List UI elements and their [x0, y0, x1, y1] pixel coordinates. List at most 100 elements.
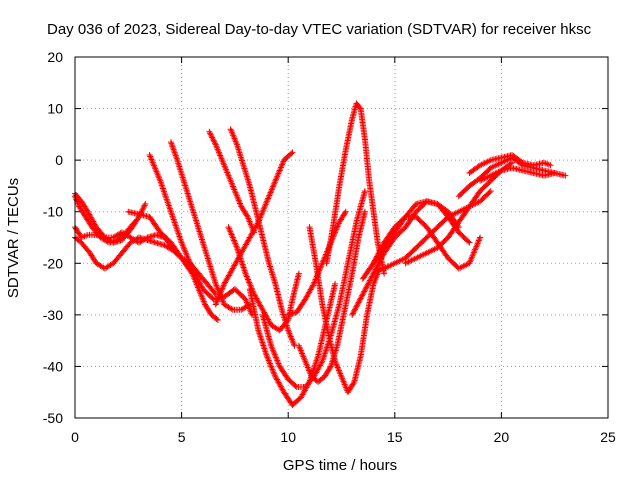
data-point-marker	[226, 225, 233, 232]
data-point-marker	[177, 235, 184, 242]
data-point-marker	[356, 298, 363, 305]
series-arc-11	[212, 149, 296, 308]
data-point-marker	[193, 273, 200, 280]
data-point-marker	[376, 249, 383, 256]
data-point-marker	[371, 267, 378, 274]
data-point-marker	[342, 208, 349, 215]
series-arc-25	[477, 164, 558, 184]
data-point-marker	[372, 256, 379, 263]
data-point-marker	[354, 302, 361, 309]
data-point-marker	[212, 280, 219, 287]
series-arc-14	[295, 208, 368, 385]
data-point-marker	[278, 163, 285, 170]
data-point-marker	[401, 215, 408, 222]
data-point-marker	[213, 300, 220, 307]
data-point-marker	[198, 283, 205, 290]
data-point-marker	[279, 160, 286, 167]
data-point-marker	[262, 201, 269, 208]
data-point-marker	[273, 176, 280, 183]
data-point-marker	[258, 336, 265, 343]
data-point-marker	[369, 271, 376, 278]
data-point-marker	[230, 237, 237, 244]
data-point-marker	[140, 203, 147, 210]
series-arc-8	[206, 128, 258, 236]
data-point-marker	[217, 289, 224, 296]
data-point-marker	[268, 186, 275, 193]
data-point-marker	[244, 275, 251, 282]
tick-labels: 0 5 10 15 20 25 -50 -40 -30 -20 -10 0 10 20	[43, 49, 616, 445]
data-point-marker	[320, 353, 327, 360]
data-point-marker	[216, 291, 223, 298]
data-point-marker	[209, 135, 216, 142]
data-point-marker	[227, 228, 234, 235]
data-point-marker	[368, 274, 375, 281]
data-point-marker	[295, 270, 302, 277]
data-point-marker	[229, 233, 236, 240]
data-point-marker	[361, 287, 368, 294]
data-point-marker	[244, 276, 251, 283]
data-point-marker	[349, 310, 356, 317]
data-point-marker	[273, 354, 280, 361]
series-arc-7	[167, 139, 253, 313]
data-point-marker	[335, 220, 342, 227]
data-point-marker	[273, 174, 280, 181]
data-point-marker	[227, 230, 234, 237]
data-point-marker	[194, 275, 201, 282]
data-point-marker	[197, 281, 204, 288]
data-point-marker	[189, 265, 196, 272]
data-point-marker	[265, 356, 272, 363]
data-point-marker	[274, 171, 281, 178]
data-point-marker	[209, 134, 216, 141]
x-tick-label: 0	[71, 429, 79, 445]
data-point-marker	[268, 188, 275, 195]
data-point-marker	[377, 246, 384, 253]
data-point-marker	[165, 200, 172, 207]
data-point-marker	[364, 281, 371, 288]
data-point-marker	[335, 221, 342, 228]
data-point-marker	[210, 137, 217, 144]
data-point-marker	[371, 269, 378, 276]
data-point-marker	[256, 330, 263, 337]
data-point-marker	[243, 273, 250, 280]
data-point-marker	[213, 282, 220, 289]
series-arc-18	[349, 198, 462, 318]
data-point-marker	[322, 347, 329, 354]
data-point-marker	[359, 291, 366, 298]
series-arc-13	[259, 188, 368, 391]
data-point-marker	[375, 260, 382, 267]
x-tick-label: 5	[178, 429, 186, 445]
data-point-marker	[276, 167, 283, 174]
data-point-marker	[173, 225, 180, 232]
data-point-marker	[240, 264, 247, 271]
data-point-marker	[260, 207, 267, 214]
data-point-marker	[509, 159, 516, 166]
data-point-marker	[254, 220, 261, 227]
data-point-marker	[175, 231, 182, 238]
data-point-marker	[371, 257, 378, 264]
data-point-marker	[265, 195, 272, 202]
data-point-marker	[173, 154, 180, 161]
data-point-marker	[378, 245, 385, 252]
series-arc-24	[466, 151, 554, 177]
data-point-marker	[269, 345, 276, 352]
x-tick-label: 10	[280, 429, 296, 445]
data-point-marker	[322, 349, 329, 356]
data-point-marker	[374, 252, 381, 259]
data-point-marker	[486, 189, 493, 196]
data-point-marker	[215, 295, 222, 302]
data-point-marker	[259, 339, 266, 346]
data-point-marker	[477, 234, 484, 241]
data-point-marker	[370, 270, 377, 277]
series-arc-22	[402, 159, 516, 267]
data-point-marker	[169, 213, 176, 220]
data-point-marker	[168, 140, 175, 147]
data-point-marker	[173, 155, 180, 162]
data-point-marker	[310, 282, 317, 289]
data-point-marker	[376, 247, 383, 254]
data-point-marker	[218, 288, 225, 295]
data-point-marker	[271, 351, 278, 358]
data-point-marker	[246, 280, 253, 287]
data-point-marker	[259, 340, 266, 347]
data-point-marker	[333, 224, 340, 231]
